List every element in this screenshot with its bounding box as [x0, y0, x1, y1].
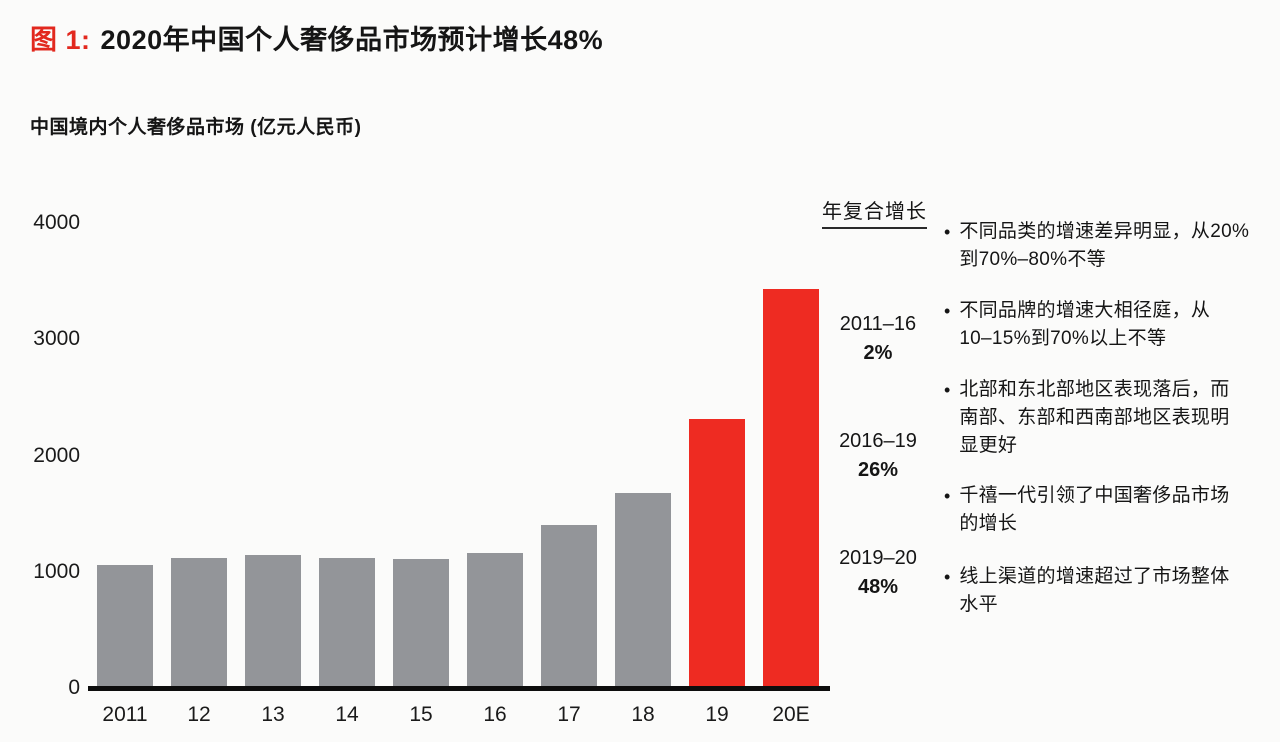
- y-axis-tick-0: 0: [68, 676, 80, 699]
- x-axis-label-18: 18: [631, 703, 655, 726]
- bullet-text: 不同品类的增速差异明显，从20% 到70%–80%不等: [959, 221, 1250, 270]
- cagr-value: 48%: [857, 576, 899, 598]
- x-axis-label-14: 14: [335, 703, 359, 726]
- x-axis-label-15: 15: [409, 703, 433, 726]
- insight-bullet: • 线上渠道的增速超过了市场整体 水平: [944, 563, 1230, 619]
- figure-label: 图 1:: [30, 25, 91, 55]
- cagr-period: 2019–20: [839, 547, 917, 569]
- bullet-text: 线上渠道的增速超过了市场整体 水平: [959, 566, 1230, 615]
- y-axis-tick-3000: 3000: [33, 327, 80, 351]
- x-axis-label-12: 12: [187, 703, 211, 726]
- insight-bullet: • 北部和东北部地区表现落后，而 南部、东部和西南部地区表现明 显更好: [944, 376, 1230, 460]
- bullet-dot-icon: •: [944, 222, 951, 242]
- bullet-text: 千禧一代引领了中国奢侈品市场 的增长: [959, 485, 1230, 534]
- cagr-value: 2%: [863, 342, 893, 364]
- cagr-column-header: 年复合增长: [822, 195, 927, 229]
- x-axis-label-13: 13: [261, 703, 285, 726]
- cagr-period: 2016–19: [839, 430, 917, 452]
- bullet-dot-icon: •: [944, 380, 951, 400]
- y-axis-tick-2000: 2000: [33, 443, 80, 467]
- bar-16: [467, 553, 523, 688]
- cagr-value: 26%: [857, 459, 899, 481]
- bar-chart-plot-area: [88, 223, 830, 688]
- bar-14: [319, 558, 375, 688]
- y-axis-tick-4000: 4000: [33, 211, 80, 234]
- bullet-dot-icon: •: [944, 301, 951, 321]
- bullet-text: 不同品牌的增速大相径庭，从 10–15%到70%以上不等: [959, 300, 1211, 349]
- bar-17: [541, 525, 597, 688]
- bullet-dot-icon: •: [944, 486, 951, 506]
- cagr-entry-2019-20: 2019–20 48%: [818, 545, 938, 600]
- cagr-entry-2016-19: 2016–19 26%: [818, 428, 938, 483]
- bar-13: [245, 555, 301, 688]
- insight-bullet: • 不同品牌的增速大相径庭，从 10–15%到70%以上不等: [944, 297, 1210, 353]
- bullet-dot-icon: •: [944, 567, 951, 587]
- insight-bullet: • 千禧一代引领了中国奢侈品市场 的增长: [944, 482, 1230, 538]
- figure-title: 图 1: 2020年中国个人奢侈品市场预计增长48%: [30, 18, 603, 57]
- bar-19: [689, 419, 745, 688]
- bar-15: [393, 559, 449, 688]
- x-axis-label-16: 16: [483, 703, 507, 726]
- bar-20E: [763, 289, 819, 688]
- bar-2011: [97, 565, 153, 688]
- y-axis-tick-1000: 1000: [33, 559, 80, 583]
- x-axis-line: [88, 686, 830, 691]
- x-axis-label-2011: 2011: [102, 703, 148, 726]
- x-axis-label-19: 19: [705, 703, 729, 726]
- figure-title-text: 2020年中国个人奢侈品市场预计增长48%: [100, 25, 604, 55]
- cagr-entry-2011-16: 2011–16 2%: [818, 311, 938, 366]
- chart-subtitle: 中国境内个人奢侈品市场 (亿元人民币): [30, 117, 362, 138]
- bar-12: [171, 558, 227, 688]
- insight-bullet: • 不同品类的增速差异明显，从20% 到70%–80%不等: [944, 218, 1249, 274]
- bullet-text: 北部和东北部地区表现落后，而 南部、东部和西南部地区表现明 显更好: [959, 379, 1230, 456]
- x-axis-label-20E: 20E: [772, 703, 810, 726]
- figure-label-icon: 图: [30, 25, 58, 55]
- bar-18: [615, 493, 671, 688]
- cagr-period: 2011–16: [839, 313, 917, 335]
- figure-number: 1:: [65, 25, 91, 55]
- x-axis-label-17: 17: [557, 703, 581, 726]
